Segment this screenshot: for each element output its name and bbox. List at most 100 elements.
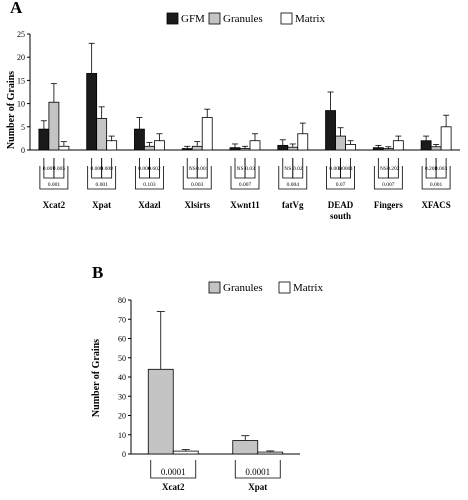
stat-bracket-outer	[278, 166, 308, 190]
panel-b: B Granules Matrix Number of Grains 0 10 20 3…	[91, 263, 323, 492]
bar-gfm	[229, 147, 241, 151]
y-tick-label: 50	[118, 354, 126, 363]
stat-label: NS	[236, 166, 243, 172]
legend-label-gfm: GFM	[181, 13, 205, 25]
bar-granules	[239, 148, 251, 151]
y-tick-label: 0	[122, 450, 126, 459]
bar-gfm	[277, 144, 289, 151]
panel-b-stats: 0.0001 0.0001	[150, 460, 281, 479]
stat-bracket-outer	[326, 166, 355, 190]
panel-a-ylabel: Number of Grains	[6, 71, 17, 149]
panel-a: A GFM Granules Matrix Number of Grains 0 5 1…	[6, 0, 460, 221]
stat-label: 0.602	[148, 166, 161, 172]
stat-bracket-outer	[87, 166, 117, 190]
panel-a-bars	[38, 42, 452, 151]
bar-gfm	[420, 140, 432, 151]
stat-bracket	[292, 158, 304, 179]
bar-matrix	[440, 126, 452, 151]
legend-label-granules: Granules	[223, 13, 263, 25]
stat-bracket	[244, 158, 256, 179]
y-tick-label: 20	[17, 53, 25, 62]
stat-label: 0.0001	[245, 467, 270, 477]
stat-bracket	[101, 158, 113, 179]
bar-gfm	[86, 73, 98, 151]
legend-label-matrix: Matrix	[295, 13, 325, 25]
category-label: south	[330, 211, 351, 221]
stat-label: NS	[380, 166, 387, 172]
stat-bracket	[234, 460, 281, 479]
y-tick-label: 30	[118, 392, 126, 401]
stat-label: 0.000	[329, 166, 342, 172]
stat-bracket-outer	[373, 166, 403, 190]
bar-matrix	[106, 140, 118, 151]
stat-bracket-outer	[421, 166, 451, 190]
stat-bracket	[387, 158, 399, 179]
stat-bracket	[340, 158, 351, 179]
legend-swatch-gfm	[166, 12, 179, 25]
y-tick-label: 25	[17, 30, 25, 39]
legend-swatch-granules	[208, 281, 221, 294]
legend-label-matrix: Matrix	[293, 282, 323, 294]
panel-a-stats: 0.0070.0050.0010.0000.0080.0010.0000.602…	[39, 158, 451, 190]
bar-matrix	[58, 145, 70, 151]
bar-granules	[147, 368, 174, 455]
bar-matrix	[257, 451, 284, 455]
stat-bracket-outer	[182, 166, 212, 190]
stat-label: 0.001	[95, 182, 108, 188]
y-tick-label: 80	[118, 296, 126, 305]
y-tick-label: 60	[118, 335, 126, 344]
stat-label: 0.001	[48, 182, 61, 188]
bar-gfm	[38, 128, 50, 151]
bar-matrix	[172, 450, 199, 455]
stat-label: 0.003	[191, 182, 204, 188]
stat-label: 0.0001	[338, 166, 353, 172]
bar-matrix	[249, 140, 261, 151]
stat-bracket-outer	[230, 166, 260, 190]
y-tick-label: 15	[17, 76, 25, 85]
stat-label: NS	[189, 166, 196, 172]
category-label: XFACS	[421, 200, 450, 210]
y-tick-label: 20	[118, 412, 126, 421]
stat-bracket	[435, 158, 447, 179]
stat-label: 0.07	[336, 182, 346, 188]
category-label: Xcat2	[162, 482, 185, 492]
panel-b-axes: 0 10 20 30 40 50 60 70 80	[118, 296, 300, 459]
bar-granules	[382, 148, 394, 151]
legend-swatch-matrix	[280, 12, 293, 25]
category-label: fatVg	[282, 200, 304, 210]
stat-label: 0.0001	[161, 467, 186, 477]
panel-b-letter: B	[92, 263, 103, 282]
panel-b-bars	[147, 311, 284, 455]
legend-swatch-granules	[208, 12, 221, 25]
stat-label: 0.02	[293, 166, 303, 172]
panel-a-letter: A	[10, 0, 23, 17]
stat-label: 0.003	[435, 166, 448, 172]
stat-label: 0.000	[90, 166, 103, 172]
panel-b-categories: Xcat2 Xpat	[162, 482, 267, 492]
stat-label: 0.208	[425, 166, 438, 172]
legend-label-granules: Granules	[223, 282, 263, 294]
bar-granules	[430, 146, 442, 151]
stat-bracket	[53, 158, 65, 179]
bar-granules	[335, 135, 346, 151]
bar-gfm	[372, 147, 384, 151]
stat-bracket	[149, 158, 160, 179]
stat-bracket	[150, 460, 197, 479]
legend-swatch-matrix	[278, 281, 291, 294]
panel-b-ylabel: Number of Grains	[91, 339, 102, 417]
stat-label: 0.004	[287, 182, 300, 188]
bar-granules	[96, 118, 108, 151]
bar-matrix	[154, 140, 165, 151]
stat-label: 0.005	[53, 166, 66, 172]
stat-bracket-outer	[135, 166, 164, 190]
bar-granules	[287, 146, 299, 151]
stat-label: NS	[284, 166, 291, 172]
y-tick-label: 5	[21, 123, 25, 132]
y-tick-label: 10	[17, 100, 25, 109]
panel-b-legend: Granules Matrix	[208, 281, 323, 294]
bar-matrix	[345, 144, 356, 151]
stat-label: 0.007	[43, 166, 56, 172]
y-tick-label: 10	[118, 431, 126, 440]
stat-label: 0.000	[138, 166, 151, 172]
